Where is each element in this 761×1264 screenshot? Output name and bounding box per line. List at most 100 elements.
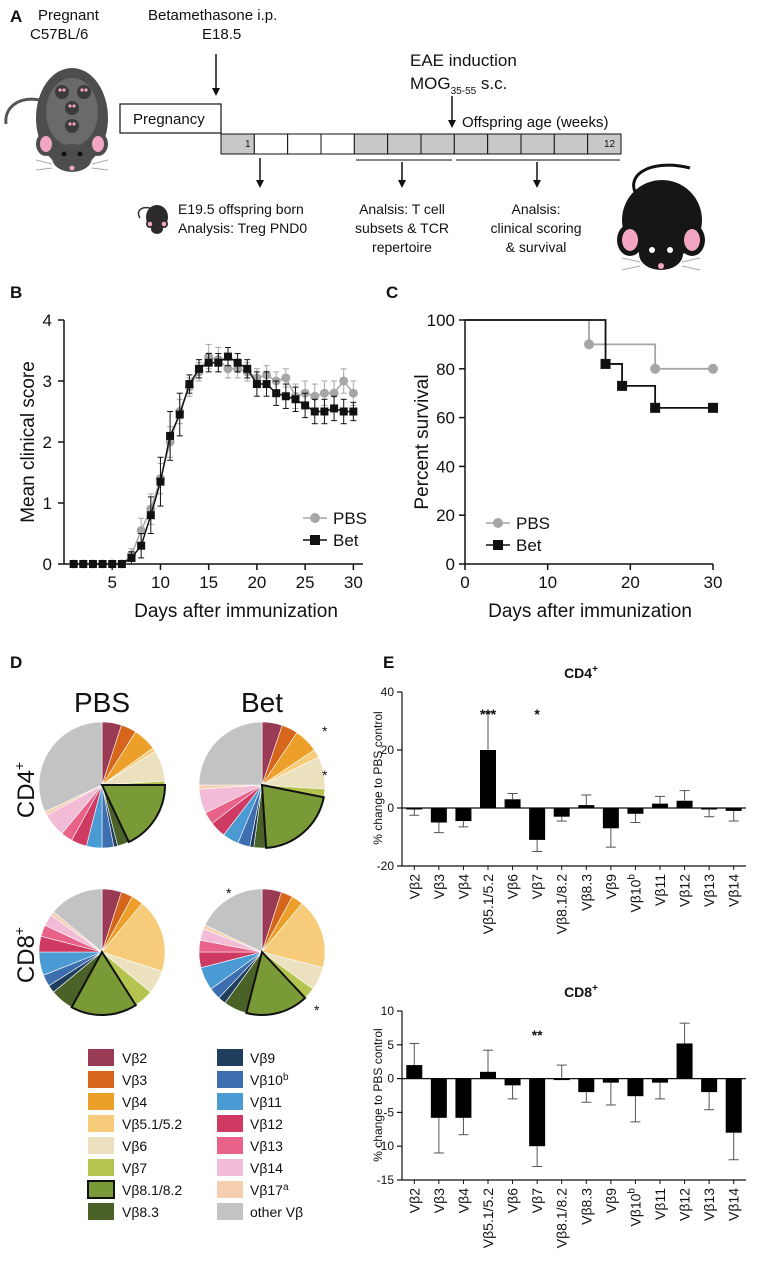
b-point-bet	[108, 560, 117, 568]
e-top-significance: ***	[480, 706, 497, 722]
c-point-bet	[600, 358, 611, 369]
b-point-bet	[349, 407, 358, 416]
b-point-bet	[310, 407, 319, 416]
e-top-x-tick-label-text: Vβ10	[627, 879, 643, 912]
e-bottom-x-tick-label: Vβ10b	[626, 1188, 643, 1227]
c-point-bet	[617, 380, 628, 391]
e-bottom-title: CD8+	[564, 983, 598, 1000]
panel-label-c: C	[386, 283, 398, 302]
b-point-bet	[98, 560, 107, 568]
timeline-week-6	[387, 133, 422, 155]
eae-induction-label: EAE induction	[410, 51, 517, 70]
chart-e-bottom: -15 -10 -5 0 5 10 Vβ2 Vβ3 Vβ4 Vβ5.1/5.2 Vβ6 Vβ7 Vβ8.…	[377, 1004, 746, 1248]
pie-legend-label-right-1: Vβ9	[250, 1050, 275, 1066]
b-point-pbs	[223, 364, 233, 374]
e-top-x-tick-label-text: Vβ13	[701, 874, 717, 907]
b-legend-label-pbs: PBS	[333, 509, 367, 528]
e-bottom-x-tick-label-text: Vβ2	[406, 1188, 422, 1213]
pregnancy-label: Pregnancy	[133, 111, 205, 128]
e-bottom-x-tick-label: Vβ6	[505, 1188, 521, 1213]
pie-column-pbs: PBS	[74, 687, 130, 718]
e-bottom-x-tick-label-text: Vβ13	[701, 1188, 717, 1221]
b-point-bet	[204, 358, 213, 367]
c-legend-marker-pbs	[493, 518, 503, 528]
e-top-x-tick-label-sup: b	[626, 874, 637, 880]
e-bottom-x-tick-label: Vβ5.1/5.2	[480, 1188, 496, 1248]
e-top-x-tick-label-text: Vβ8.1/8.2	[554, 874, 570, 934]
chart-b: 0 1 2 3 4 5 10 15 20 25 30 PBS Bet	[43, 311, 368, 592]
b-point-bet	[330, 404, 339, 413]
e-top-x-tick-label-text: Vβ11	[652, 874, 668, 906]
pie-highlight-vb8-1	[100, 784, 167, 844]
tcell-analysis-line3: repertoire	[372, 239, 432, 255]
pie-significance-star: *	[322, 723, 328, 739]
b-y-axis-label: Mean clinical score	[18, 361, 39, 523]
e-top-x-tick-label-text: Vβ3	[431, 874, 447, 899]
pie-legend-label-right-4: Vβ12	[250, 1116, 283, 1132]
b-point-bet	[69, 560, 78, 568]
e-bottom-x-tick-label-sup: b	[626, 1188, 637, 1194]
e-bottom-bar	[480, 1071, 496, 1079]
e-bottom-title-text: CD8	[564, 984, 592, 1000]
c-x-tick-label: 20	[621, 573, 640, 592]
b-point-bet	[339, 407, 348, 416]
e-top-x-tick-label: Vβ2	[406, 874, 422, 899]
e-bottom-x-tick-label-text: Vβ9	[603, 1188, 619, 1213]
betamethasone-time: E18.5	[202, 26, 241, 43]
b-point-bet	[272, 389, 281, 398]
e-top-x-tick-label: Vβ4	[455, 874, 471, 899]
pie-row-cd4-text: CD4	[13, 770, 40, 818]
e-top-x-tick-label-text: Vβ2	[406, 874, 422, 899]
offspring-born-line1: E19.5 offspring born	[178, 201, 304, 217]
pie-legend-label-right-5: Vβ13	[250, 1138, 283, 1154]
panel-label-a: A	[10, 7, 22, 26]
e-bottom-x-tick-label-text: Vβ4	[455, 1188, 471, 1213]
b-x-tick-label: 20	[247, 573, 266, 592]
b-point-bet	[185, 380, 194, 389]
pie-legend-swatch-left-3	[88, 1093, 114, 1110]
c-legend-label-bet: Bet	[516, 536, 542, 555]
b-point-bet	[117, 560, 126, 568]
pie-legend-label-left-8: Vβ8.3	[122, 1204, 159, 1220]
e-bottom-x-tick-label: Vβ4	[455, 1188, 471, 1213]
b-point-pbs	[319, 388, 329, 398]
e-bottom-bar	[701, 1078, 718, 1093]
panel-label-b: B	[10, 283, 22, 302]
e-bottom-x-tick-label-text: Vβ8.3	[578, 1188, 594, 1225]
c-point-bet	[708, 402, 718, 413]
pie-significance-star: *	[314, 1002, 320, 1018]
e-top-x-tick-label: Vβ8.3	[578, 874, 594, 911]
b-point-bet	[233, 358, 242, 367]
c-point-pbs	[584, 339, 594, 350]
c-y-tick-label: 20	[436, 506, 455, 525]
b-point-bet	[175, 410, 184, 419]
pregnant-label-line2: C57BL/6	[30, 26, 88, 43]
e-bottom-bar	[430, 1078, 447, 1118]
b-point-bet	[243, 364, 252, 373]
clinical-analysis-line1: Analsis:	[511, 201, 560, 217]
e-top-bar	[701, 808, 718, 810]
panel-label-e: E	[383, 653, 394, 672]
pie-legend-label-right-text: other Vβ	[250, 1204, 303, 1220]
e-top-x-tick-label-text: Vβ8.3	[578, 874, 594, 911]
e-top-x-tick-label-text: Vβ14	[726, 874, 742, 907]
e-bottom-x-tick-label: Vβ11	[652, 1188, 668, 1220]
c-point-pbs	[650, 363, 661, 374]
b-point-bet	[146, 511, 155, 520]
eae-arrowhead	[448, 120, 456, 128]
b-y-tick-label: 2	[43, 433, 52, 452]
timeline-week-4	[320, 133, 355, 155]
mog-label: MOG35-55 s.c.	[410, 74, 507, 97]
pie-row-cd8: CD8+	[11, 927, 40, 983]
b-point-pbs	[339, 376, 349, 386]
b-point-bet	[262, 380, 271, 389]
e-bottom-bar	[406, 1065, 423, 1079]
e-top-bar	[504, 799, 521, 808]
b-point-bet	[291, 395, 300, 404]
c-y-tick-label: 40	[436, 457, 455, 476]
pie-slice-1-16	[38, 721, 103, 813]
mog-main: MOG	[410, 74, 451, 93]
b-series-line-pbs	[73, 355, 354, 565]
e-bottom-x-tick-label-text: Vβ3	[431, 1188, 447, 1213]
e-top-x-tick-label-text: Vβ5.1/5.2	[480, 874, 496, 934]
